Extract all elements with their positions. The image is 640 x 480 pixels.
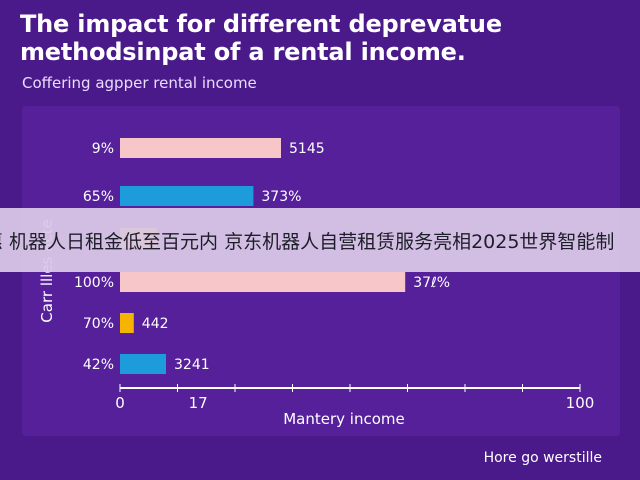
category-label: 65% — [83, 189, 114, 205]
category-label: 42% — [83, 357, 114, 373]
bar — [120, 354, 166, 374]
data-label: 5145 — [289, 141, 325, 157]
banner-text: 惠 机器人日租金低至百元内 京东机器人自营租赁服务亮相2025世界智能制 — [0, 230, 615, 253]
data-label: 373% — [261, 189, 301, 205]
data-label: 37ℓ% — [413, 275, 450, 291]
bar — [120, 313, 134, 333]
bar — [120, 186, 254, 206]
chart-subtitle: Coffering agpper rental income — [22, 74, 257, 92]
x-tick-label: 100 — [566, 394, 595, 412]
category-label: 9% — [92, 141, 114, 157]
category-label: 100% — [74, 275, 114, 291]
footer-note: Hore go werstille — [483, 450, 602, 466]
x-axis-label: Mantery income — [283, 410, 405, 428]
bar — [120, 138, 281, 158]
data-label: 442 — [142, 316, 169, 332]
x-tick-label: 0 — [115, 394, 125, 412]
data-label: 3241 — [174, 357, 210, 373]
news-banner-overlay: 惠 机器人日租金低至百元内 京东机器人自营租赁服务亮相2025世界智能制 — [0, 208, 640, 272]
category-label: 70% — [83, 316, 114, 332]
x-tick-label: 17 — [189, 394, 208, 412]
chart-title: The impact for different deprevatue meth… — [20, 10, 502, 66]
bar — [120, 272, 406, 292]
